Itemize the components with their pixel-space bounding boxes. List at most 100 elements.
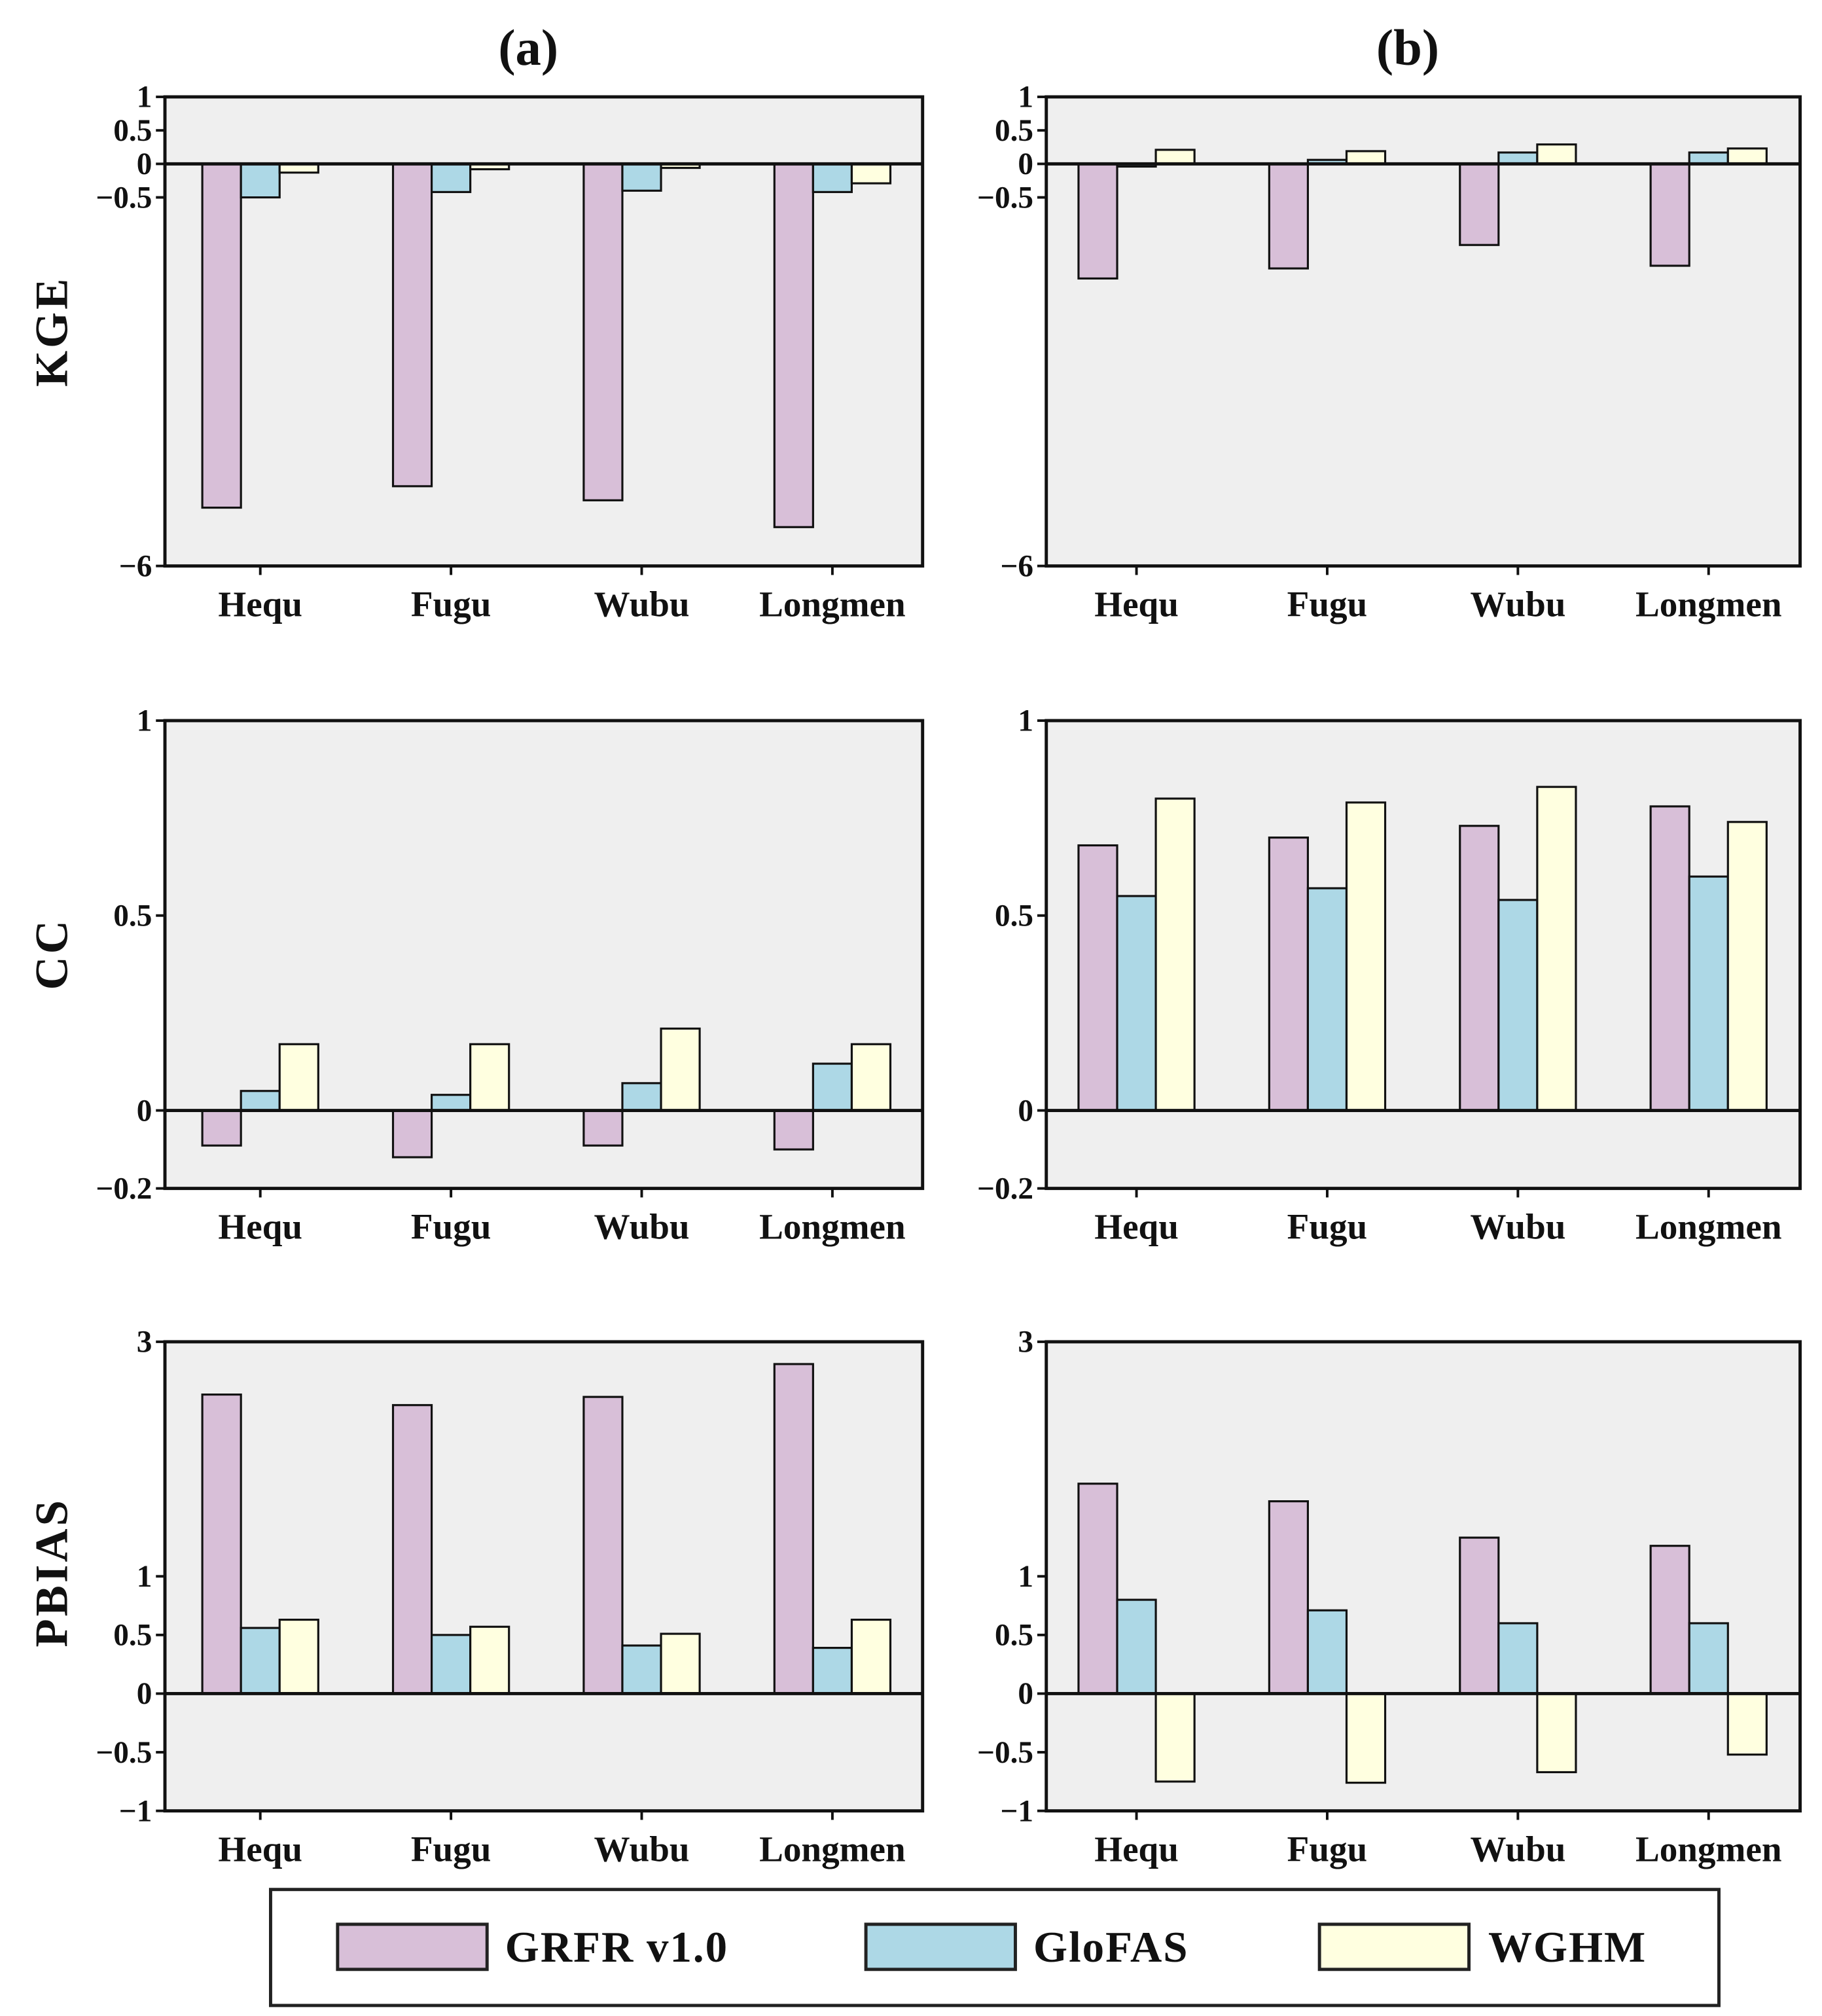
y-tick-label: −1 bbox=[1000, 1794, 1033, 1828]
y-tick-label: 1 bbox=[137, 704, 152, 738]
y-tick-label: 0 bbox=[1018, 1677, 1033, 1711]
bar-grfr-v1-0-longmen bbox=[1649, 1545, 1690, 1695]
y-tick-label: 0.5 bbox=[113, 899, 152, 933]
x-tick-label: Wubu bbox=[594, 1829, 689, 1869]
y-axis-label: CC bbox=[26, 918, 77, 990]
bar-wghm-wubu bbox=[1536, 1692, 1577, 1774]
bar-glofas-fugu bbox=[1306, 1609, 1348, 1695]
bar-grfr-v1-0-fugu bbox=[1268, 162, 1309, 270]
y-tick-label: 1 bbox=[1018, 1560, 1033, 1594]
y-tick-label: −1 bbox=[119, 1794, 152, 1828]
bar-glofas-longmen bbox=[1688, 151, 1729, 165]
x-tick-label: Wubu bbox=[1470, 1829, 1565, 1869]
bar-glofas-wubu bbox=[621, 1082, 662, 1112]
legend-label: GRFR v1.0 bbox=[505, 1923, 728, 1971]
axes-frame bbox=[163, 95, 925, 568]
bar-grfr-v1-0-fugu bbox=[391, 162, 433, 488]
bar-grfr-v1-0-wubu bbox=[1459, 162, 1500, 246]
y-tick-label: 3 bbox=[137, 1325, 152, 1359]
x-tick-label: Fugu bbox=[411, 1829, 491, 1869]
bar-grfr-v1-0-longmen bbox=[1649, 805, 1690, 1112]
x-tick-label: Hequ bbox=[1094, 1829, 1179, 1869]
x-tick-label: Fugu bbox=[1287, 1206, 1368, 1246]
bar-grfr-v1-0-wubu bbox=[1459, 825, 1500, 1112]
bar-wghm-fugu bbox=[1345, 801, 1387, 1112]
y-tick-label: 0 bbox=[137, 147, 152, 181]
y-tick-label: 1 bbox=[1018, 81, 1033, 115]
y-tick-label: 0.5 bbox=[995, 899, 1033, 933]
bar-grfr-v1-0-wubu bbox=[582, 162, 624, 501]
y-tick-label: 0.5 bbox=[995, 1619, 1033, 1653]
x-tick-label: Fugu bbox=[411, 1206, 491, 1246]
x-tick-label: Hequ bbox=[1094, 584, 1179, 624]
bar-wghm-longmen bbox=[850, 162, 892, 185]
axes-frame bbox=[1045, 95, 1802, 568]
bar-glofas-hequ bbox=[1116, 895, 1157, 1112]
bar-grfr-v1-0-hequ bbox=[1077, 1483, 1118, 1695]
bar-wghm-wubu bbox=[660, 1632, 701, 1695]
x-tick-label: Hequ bbox=[218, 1829, 302, 1869]
legend-swatch bbox=[864, 1922, 1017, 1971]
bar-wghm-fugu bbox=[469, 1625, 510, 1695]
y-tick-label: 0 bbox=[1018, 147, 1033, 181]
bar-grfr-v1-0-wubu bbox=[582, 1395, 624, 1695]
panel-title: (b) bbox=[1376, 20, 1439, 77]
axes-frame bbox=[1045, 719, 1802, 1191]
bar-glofas-fugu bbox=[431, 1634, 472, 1695]
bar-grfr-v1-0-longmen bbox=[773, 1109, 814, 1151]
bar-grfr-v1-0-hequ bbox=[201, 1393, 242, 1695]
bar-glofas-hequ bbox=[240, 1090, 281, 1112]
x-tick-label: Longmen bbox=[1635, 1206, 1782, 1246]
bar-wghm-hequ bbox=[1154, 797, 1196, 1112]
bar-wghm-longmen bbox=[850, 1618, 892, 1695]
legend-label: WGHM bbox=[1488, 1923, 1647, 1971]
y-tick-label: −0.2 bbox=[96, 1172, 152, 1206]
bar-wghm-wubu bbox=[1536, 143, 1577, 165]
x-tick-label: Fugu bbox=[1287, 584, 1368, 624]
legend-swatch bbox=[336, 1922, 489, 1971]
x-tick-label: Wubu bbox=[1470, 584, 1565, 624]
bar-glofas-wubu bbox=[621, 1644, 662, 1695]
y-tick-label: −0.5 bbox=[977, 1736, 1033, 1770]
axes-frame bbox=[163, 719, 925, 1191]
bar-wghm-wubu bbox=[1536, 785, 1577, 1112]
x-tick-label: Hequ bbox=[218, 584, 302, 624]
y-tick-label: 1 bbox=[137, 81, 152, 115]
bar-grfr-v1-0-hequ bbox=[201, 1109, 242, 1147]
x-tick-label: Fugu bbox=[1287, 1829, 1368, 1869]
bar-glofas-longmen bbox=[1688, 875, 1729, 1112]
bar-wghm-longmen bbox=[850, 1043, 892, 1112]
bar-wghm-fugu bbox=[469, 1043, 510, 1112]
bar-glofas-fugu bbox=[431, 1094, 472, 1112]
bar-wghm-hequ bbox=[1154, 149, 1196, 165]
x-tick-label: Longmen bbox=[1635, 584, 1782, 624]
legend-swatch bbox=[1317, 1922, 1471, 1971]
bar-glofas-wubu bbox=[1497, 899, 1539, 1112]
bar-grfr-v1-0-longmen bbox=[773, 162, 814, 528]
x-tick-label: Longmen bbox=[759, 1206, 906, 1246]
bar-grfr-v1-0-wubu bbox=[1459, 1536, 1500, 1695]
bar-wghm-longmen bbox=[1726, 147, 1768, 165]
y-tick-label: −0.5 bbox=[96, 181, 152, 215]
y-tick-label: −6 bbox=[119, 549, 152, 583]
y-axis-label: PBIAS bbox=[26, 1498, 77, 1647]
y-tick-label: −6 bbox=[1000, 549, 1033, 583]
x-tick-label: Longmen bbox=[759, 1829, 906, 1869]
bar-glofas-wubu bbox=[1497, 151, 1539, 165]
bar-grfr-v1-0-longmen bbox=[773, 1363, 814, 1695]
bar-grfr-v1-0-hequ bbox=[1077, 844, 1118, 1112]
y-tick-label: −0.5 bbox=[96, 1736, 152, 1770]
y-tick-label: 0.5 bbox=[995, 114, 1033, 148]
legend-label: GloFAS bbox=[1033, 1923, 1188, 1971]
y-tick-label: 3 bbox=[1018, 1325, 1033, 1359]
bar-grfr-v1-0-wubu bbox=[582, 1109, 624, 1147]
x-tick-label: Wubu bbox=[594, 584, 689, 624]
y-tick-label: −0.5 bbox=[977, 181, 1033, 215]
y-tick-label: 0 bbox=[137, 1094, 152, 1128]
bar-wghm-longmen bbox=[1726, 821, 1768, 1112]
y-tick-label: 0.5 bbox=[113, 114, 152, 148]
bar-wghm-fugu bbox=[1345, 1692, 1387, 1784]
bar-glofas-hequ bbox=[240, 1627, 281, 1695]
x-tick-label: Longmen bbox=[1635, 1829, 1782, 1869]
